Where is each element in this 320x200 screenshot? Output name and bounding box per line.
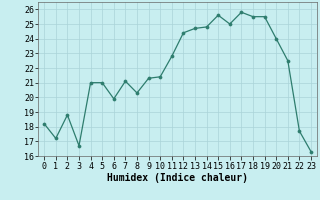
X-axis label: Humidex (Indice chaleur): Humidex (Indice chaleur): [107, 173, 248, 183]
